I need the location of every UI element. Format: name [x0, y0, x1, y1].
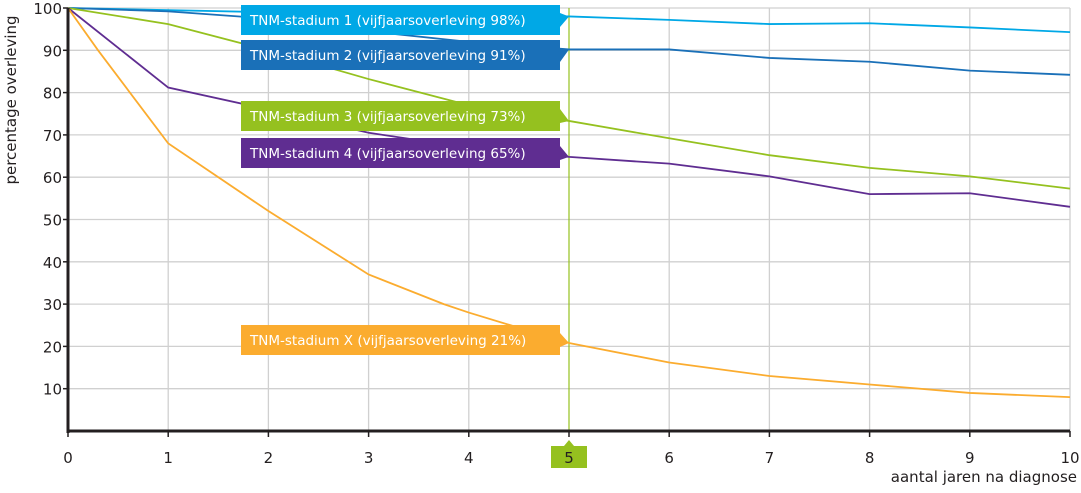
series-line [67, 7, 1071, 399]
y-tick-label: 10 [43, 381, 62, 399]
series-label: TNM-stadium 1 (vijfjaarsoverleving 98%) [249, 13, 526, 29]
x-tick-label: 1 [163, 449, 173, 467]
y-tick-label: 60 [43, 169, 62, 187]
series-label: TNM-stadium 3 (vijfjaarsoverleving 73%) [249, 109, 526, 125]
x-tick-label: 6 [664, 449, 674, 467]
y-tick-label: 90 [43, 42, 62, 60]
series-label-box [241, 138, 569, 168]
y-tick-label: 20 [43, 338, 62, 356]
series-label: TNM-stadium X (vijfjaarsoverleving 21%) [249, 333, 526, 349]
series-label: TNM-stadium 2 (vijfjaarsoverleving 91%) [249, 48, 526, 64]
y-tick-label: 50 [43, 212, 62, 230]
x-axis-label: aantal jaren na diagnose [891, 468, 1077, 486]
x-tick-label: 0 [63, 449, 73, 467]
series-label: TNM-stadium 4 (vijfjaarsoverleving 65%) [249, 146, 526, 162]
y-axis-label: percentage overleving [2, 15, 20, 184]
series-label-box [241, 5, 569, 35]
grid [67, 7, 1071, 431]
x-tick-label: 8 [865, 449, 875, 467]
y-tick-label: 40 [43, 254, 62, 272]
x-tick-label: 5 [564, 449, 574, 467]
x-tick-label: 4 [464, 449, 474, 467]
series-label-box [241, 101, 569, 131]
y-tick-label: 100 [33, 0, 62, 18]
x-tick-label: 9 [965, 449, 975, 467]
x-tick-label: 2 [264, 449, 274, 467]
x-tick-label: 3 [364, 449, 374, 467]
highlight-marker [551, 440, 587, 468]
y-tick-label: 30 [43, 296, 62, 314]
series-labels: TNM-stadium 1 (vijfjaarsoverleving 98%) T… [241, 5, 569, 355]
y-tick-label: 70 [43, 127, 62, 145]
series-label-box [241, 325, 569, 355]
axes: 10 20 30 40 50 60 70 80 90 100 0 1 2 3 4 5 6 7 8 9 10 [33, 0, 1080, 468]
y-tick-label: 80 [43, 85, 62, 103]
series-label-box [241, 40, 569, 70]
x-tick-label: 7 [765, 449, 775, 467]
x-tick-label: 10 [1060, 449, 1079, 467]
